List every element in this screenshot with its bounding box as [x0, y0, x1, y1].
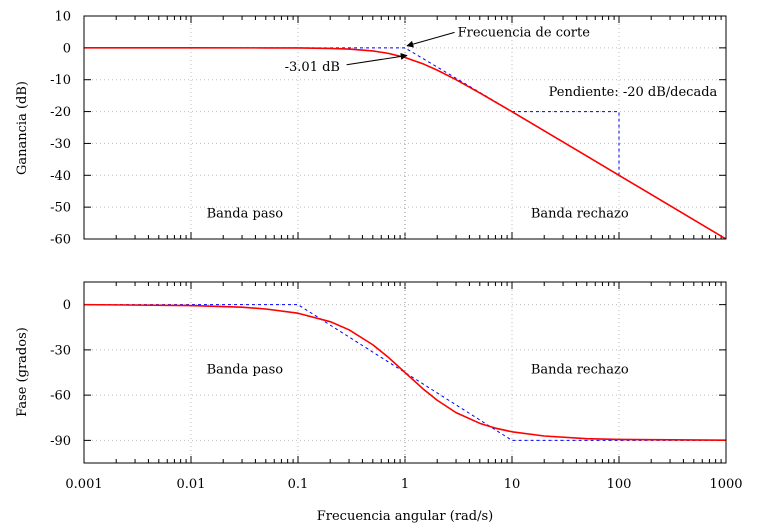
phase-x-tick-label: 0.001 — [65, 477, 102, 492]
gain-annotation: Banda rechazo — [531, 207, 629, 222]
gain-annotation: Frecuencia de corte — [458, 25, 591, 40]
phase-annotation: Banda paso — [207, 362, 284, 377]
phase-series — [84, 282, 726, 463]
phase-x-tick-label: 1 — [401, 477, 409, 492]
gain-annotation: Banda paso — [207, 207, 284, 222]
phase-x-tick-label: 10 — [504, 477, 521, 492]
phase-x-tick-label: 0.01 — [177, 477, 206, 492]
phase-x-tick-label: 1000 — [709, 477, 742, 492]
gain-y-tick-label: -60 — [50, 233, 71, 248]
phase-y-tick-labels: 0 -30 -60 -90 — [50, 298, 71, 449]
gain-y-tick-labels: 10 0 -10 -20 -30 -40 -50 -60 — [50, 10, 71, 248]
gain-panel: 10 0 -10 -20 -30 -40 -50 -60 Frecuencia de cort… — [15, 10, 727, 248]
gain-annotations: Frecuencia de corte -3.01 dB Pendiente: -2… — [207, 25, 718, 221]
gain-annotation-arrow — [346, 52, 408, 66]
phase-plot-frame — [83, 281, 727, 464]
phase-y-tick-label: -30 — [50, 343, 71, 358]
phase-x-tick-label: 0.1 — [288, 477, 309, 492]
gain-y-tick-label: -40 — [50, 169, 71, 184]
phase-annotations: Banda paso Banda rechazo — [207, 362, 629, 377]
gain-y-tick-label: -10 — [50, 73, 71, 88]
gain-plot-frame — [83, 15, 727, 240]
gain-y-tick-label: -20 — [50, 105, 71, 120]
phase-annotation: Banda rechazo — [531, 362, 629, 377]
gain-annotation: -3.01 dB — [285, 60, 340, 75]
phase-x-tick-labels: 0.001 0.01 0.1 1 10 100 1000 — [65, 477, 742, 492]
gain-series — [84, 16, 726, 239]
phase-y-tick-label: -60 — [50, 389, 71, 404]
phase-panel: 0 -30 -60 -90 0.001 0.01 0.1 1 10 100 1000 Banda … — [15, 281, 743, 524]
gain-y-tick-label: 10 — [54, 10, 71, 25]
phase-x-tick-label: 100 — [607, 477, 632, 492]
gain-series-solid-line — [84, 47, 726, 239]
phase-series-solid-line — [84, 303, 726, 442]
gain-y-tick-label: -50 — [50, 201, 71, 216]
phase-ticks — [83, 282, 727, 463]
gain-grid — [84, 16, 726, 239]
phase-y-tick-label: -90 — [50, 434, 71, 449]
gain-y-axis-title: Ganancia (dB) — [15, 81, 30, 175]
gain-ticks — [83, 15, 727, 240]
phase-y-axis-title: Fase (grados) — [15, 327, 30, 417]
gain-annotation: Pendiente: -20 dB/decada — [549, 85, 718, 100]
x-axis-title: Frecuencia angular (rad/s) — [317, 509, 494, 524]
phase-y-tick-label: 0 — [63, 298, 71, 313]
gain-y-tick-label: 0 — [63, 41, 71, 56]
gain-y-tick-label: -30 — [50, 137, 71, 152]
gain-annotation-arrow — [406, 31, 455, 48]
